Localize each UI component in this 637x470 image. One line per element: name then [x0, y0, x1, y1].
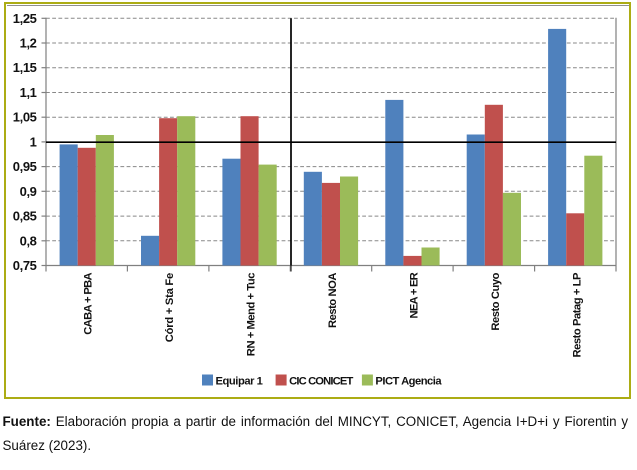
svg-text:0,75: 0,75: [13, 258, 37, 273]
svg-text:Equipar 1: Equipar 1: [216, 376, 263, 388]
svg-text:0,85: 0,85: [13, 209, 37, 224]
svg-text:0,95: 0,95: [13, 159, 37, 174]
svg-text:1,1: 1,1: [20, 85, 37, 100]
svg-text:1: 1: [30, 134, 37, 149]
svg-text:1,15: 1,15: [13, 60, 37, 75]
svg-text:Resto Cuyo: Resto Cuyo: [490, 272, 502, 330]
svg-text:CIC CONICET: CIC CONICET: [289, 376, 353, 388]
svg-text:1,2: 1,2: [20, 36, 37, 51]
svg-text:Córd + Sta Fe: Córd + Sta Fe: [164, 273, 176, 342]
svg-text:1,25: 1,25: [13, 11, 37, 26]
svg-text:RN + Mend + Tuc: RN + Mend + Tuc: [246, 273, 258, 356]
svg-text:Resto NOA: Resto NOA: [327, 273, 339, 328]
svg-text:0,9: 0,9: [20, 184, 37, 199]
svg-text:CABA + PBA: CABA + PBA: [83, 272, 95, 334]
svg-text:NEA + ER: NEA + ER: [408, 272, 420, 318]
svg-text:1,05: 1,05: [13, 110, 37, 125]
svg-text:0,8: 0,8: [20, 233, 37, 248]
svg-text:PICT Agencia: PICT Agencia: [375, 376, 442, 388]
svg-text:Resto Patag + LP: Resto Patag + LP: [571, 272, 583, 357]
